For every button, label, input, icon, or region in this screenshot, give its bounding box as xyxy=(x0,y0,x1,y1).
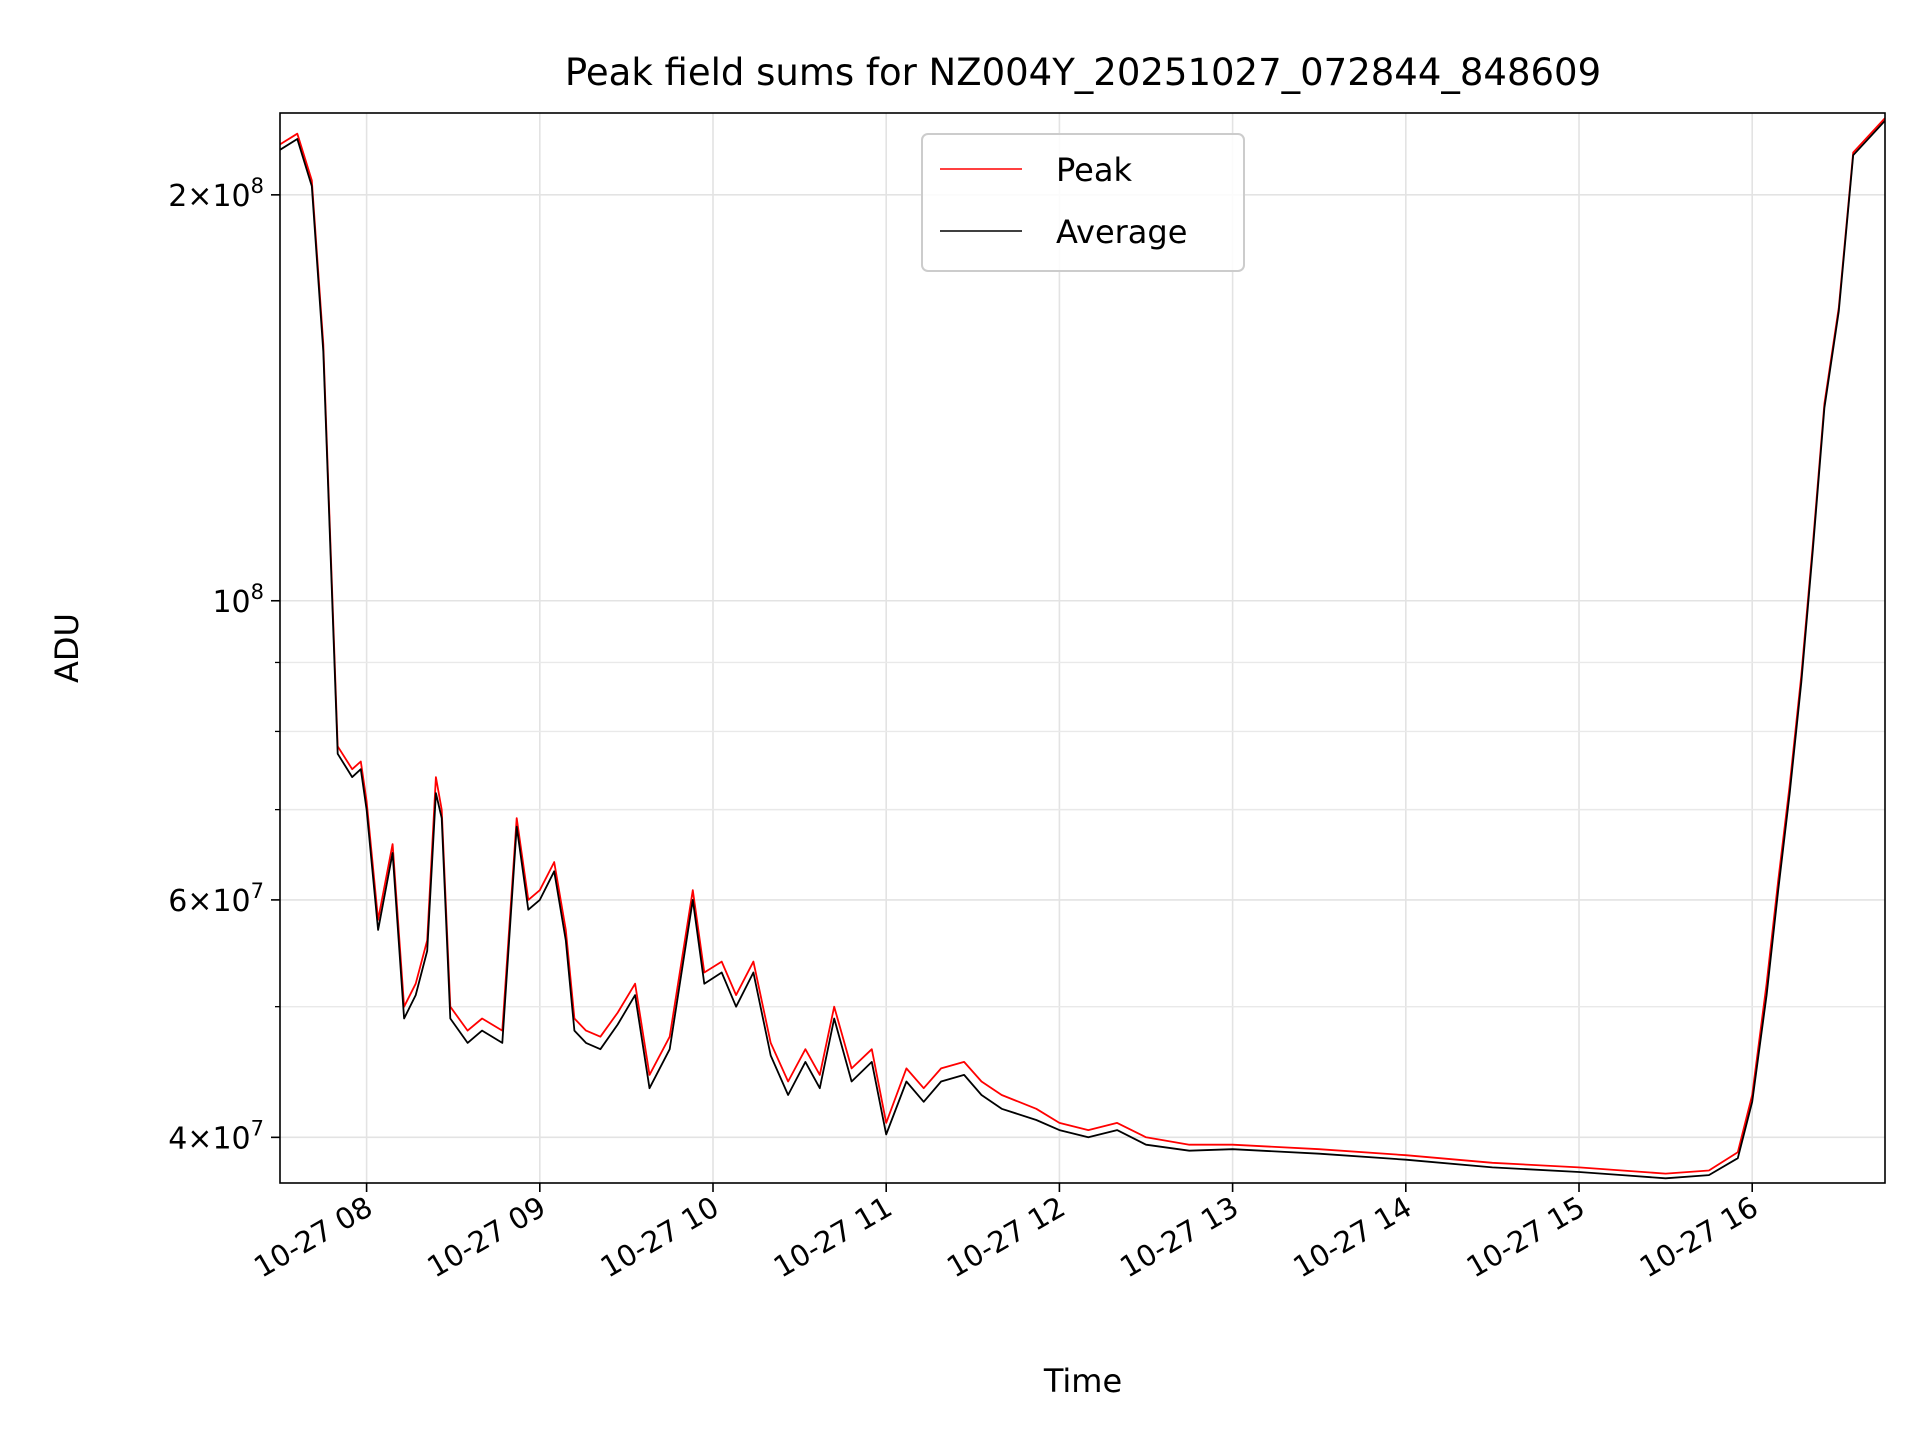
chart-title: Peak field sums for NZ004Y_20251027_0728… xyxy=(565,51,1601,94)
x-tick-label: 10-27 09 xyxy=(421,1190,551,1285)
x-tick-label: 10-27 08 xyxy=(248,1190,378,1285)
series-line-average xyxy=(279,120,1886,1180)
x-tick-label: 10-27 11 xyxy=(768,1190,898,1285)
x-tick-label: 10-27 15 xyxy=(1461,1190,1591,1285)
legend-label-peak: Peak xyxy=(1056,151,1132,189)
plot-background xyxy=(280,113,1885,1183)
x-tick-label: 10-27 12 xyxy=(941,1190,1071,1285)
x-tick-label: 10-27 16 xyxy=(1634,1190,1764,1285)
x-axis: 10-27 08 10-27 09 10-27 10 10-27 11 10-27 12… xyxy=(248,1183,1764,1284)
y-axis-label: ADU xyxy=(48,613,86,683)
y-axis: 4×107 6×107 108 2×108 xyxy=(168,174,280,1156)
x-tick-label: 10-27 14 xyxy=(1287,1190,1417,1285)
y-tick-label: 6×107 xyxy=(168,879,264,919)
legend-label-average: Average xyxy=(1056,213,1187,251)
y-tick-label: 108 xyxy=(212,580,264,620)
series-group xyxy=(279,117,1886,1180)
plot-frame xyxy=(279,112,1886,1184)
y-tick-label: 2×108 xyxy=(168,174,264,214)
y-tick-label: 4×107 xyxy=(168,1116,264,1156)
legend: Peak Average xyxy=(921,133,1245,272)
x-axis-label: Time xyxy=(1043,1362,1122,1400)
x-tick-label: 10-27 10 xyxy=(595,1190,725,1285)
x-tick-label: 10-27 13 xyxy=(1114,1190,1244,1285)
